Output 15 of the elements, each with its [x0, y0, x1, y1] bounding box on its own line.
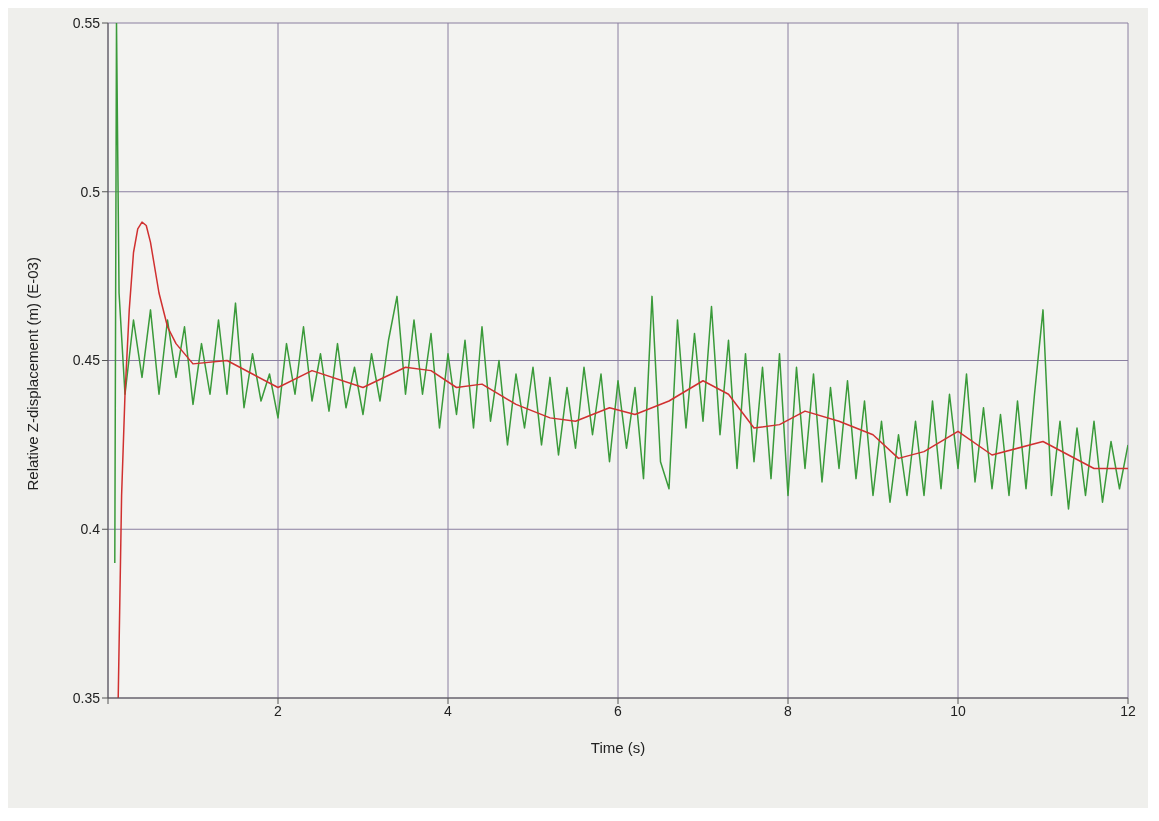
x-tick-label: 4 [444, 702, 453, 719]
x-tick-label: 8 [784, 702, 793, 719]
x-tick-label: 12 [1120, 702, 1136, 719]
y-tick-label: 0.4 [80, 521, 101, 538]
line-series [114, 23, 1128, 564]
x-axis-title: Time (s) [590, 739, 646, 756]
x-tick-label: 6 [614, 702, 623, 719]
x-tick-label: 10 [950, 702, 966, 719]
y-tick-label: 0.45 [72, 352, 101, 369]
y-tick-label: 0.5 [80, 183, 101, 200]
y-tick-label: 0.55 [72, 14, 101, 31]
y-axis-title: Relative Z-displacement (m) (E-03) [24, 257, 42, 491]
x-tick-label: 2 [274, 702, 283, 719]
line-series [117, 221, 1128, 698]
y-tick-label: 0.35 [72, 689, 101, 706]
